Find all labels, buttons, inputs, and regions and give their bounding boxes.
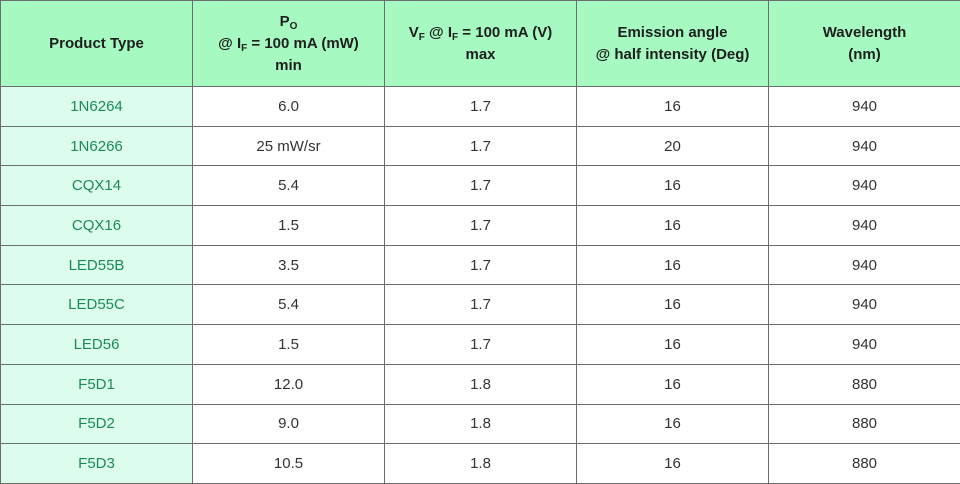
po-cell: 10.5 [193, 444, 385, 484]
table-row: 1N6264 6.0 1.7 16 940 [1, 87, 960, 127]
header-emission-angle: Emission angle @ half intensity (Deg) [577, 1, 769, 87]
product-cell: CQX14 [1, 166, 193, 206]
vf-cell: 1.7 [385, 126, 577, 166]
table-row: CQX16 1.5 1.7 16 940 [1, 206, 960, 246]
angle-cell: 16 [577, 166, 769, 206]
table-header-row: Product Type PO @ IF = 100 mA (mW) min V… [1, 1, 960, 87]
product-cell: F5D2 [1, 404, 193, 444]
po-cell: 5.4 [193, 166, 385, 206]
product-cell: F5D1 [1, 364, 193, 404]
angle-cell: 16 [577, 87, 769, 127]
table-row: LED55B 3.5 1.7 16 940 [1, 245, 960, 285]
wavelength-cell: 880 [769, 444, 960, 484]
wavelength-cell: 940 [769, 206, 960, 246]
angle-cell: 16 [577, 444, 769, 484]
po-cell: 25 mW/sr [193, 126, 385, 166]
table-row: F5D1 12.0 1.8 16 880 [1, 364, 960, 404]
wavelength-cell: 940 [769, 245, 960, 285]
table-row: 1N6266 25 mW/sr 1.7 20 940 [1, 126, 960, 166]
po-cell: 5.4 [193, 285, 385, 325]
product-cell: LED56 [1, 325, 193, 365]
vf-cell: 1.8 [385, 364, 577, 404]
header-po: PO @ IF = 100 mA (mW) min [193, 1, 385, 87]
wavelength-cell: 940 [769, 285, 960, 325]
table-row: F5D3 10.5 1.8 16 880 [1, 444, 960, 484]
po-cell: 1.5 [193, 206, 385, 246]
po-cell: 12.0 [193, 364, 385, 404]
angle-cell: 16 [577, 404, 769, 444]
table-row: CQX14 5.4 1.7 16 940 [1, 166, 960, 206]
angle-cell: 16 [577, 285, 769, 325]
vf-cell: 1.7 [385, 87, 577, 127]
wavelength-cell: 880 [769, 404, 960, 444]
product-cell: LED55C [1, 285, 193, 325]
po-cell: 1.5 [193, 325, 385, 365]
product-cell: F5D3 [1, 444, 193, 484]
po-cell: 3.5 [193, 245, 385, 285]
product-cell: 1N6266 [1, 126, 193, 166]
vf-cell: 1.7 [385, 285, 577, 325]
table-row: LED55C 5.4 1.7 16 940 [1, 285, 960, 325]
wavelength-cell: 940 [769, 325, 960, 365]
angle-cell: 16 [577, 206, 769, 246]
product-cell: CQX16 [1, 206, 193, 246]
po-cell: 6.0 [193, 87, 385, 127]
vf-cell: 1.8 [385, 404, 577, 444]
angle-cell: 16 [577, 245, 769, 285]
vf-cell: 1.7 [385, 166, 577, 206]
wavelength-cell: 940 [769, 126, 960, 166]
wavelength-cell: 880 [769, 364, 960, 404]
angle-cell: 16 [577, 364, 769, 404]
po-cell: 9.0 [193, 404, 385, 444]
header-vf: VF @ IF = 100 mA (V) max [385, 1, 577, 87]
angle-cell: 16 [577, 325, 769, 365]
vf-cell: 1.7 [385, 325, 577, 365]
vf-cell: 1.7 [385, 206, 577, 246]
vf-cell: 1.7 [385, 245, 577, 285]
vf-cell: 1.8 [385, 444, 577, 484]
table-row: F5D2 9.0 1.8 16 880 [1, 404, 960, 444]
header-product-type: Product Type [1, 1, 193, 87]
wavelength-cell: 940 [769, 166, 960, 206]
table-row: LED56 1.5 1.7 16 940 [1, 325, 960, 365]
product-cell: 1N6264 [1, 87, 193, 127]
wavelength-cell: 940 [769, 87, 960, 127]
product-cell: LED55B [1, 245, 193, 285]
angle-cell: 20 [577, 126, 769, 166]
header-wavelength: Wavelength (nm) [769, 1, 960, 87]
